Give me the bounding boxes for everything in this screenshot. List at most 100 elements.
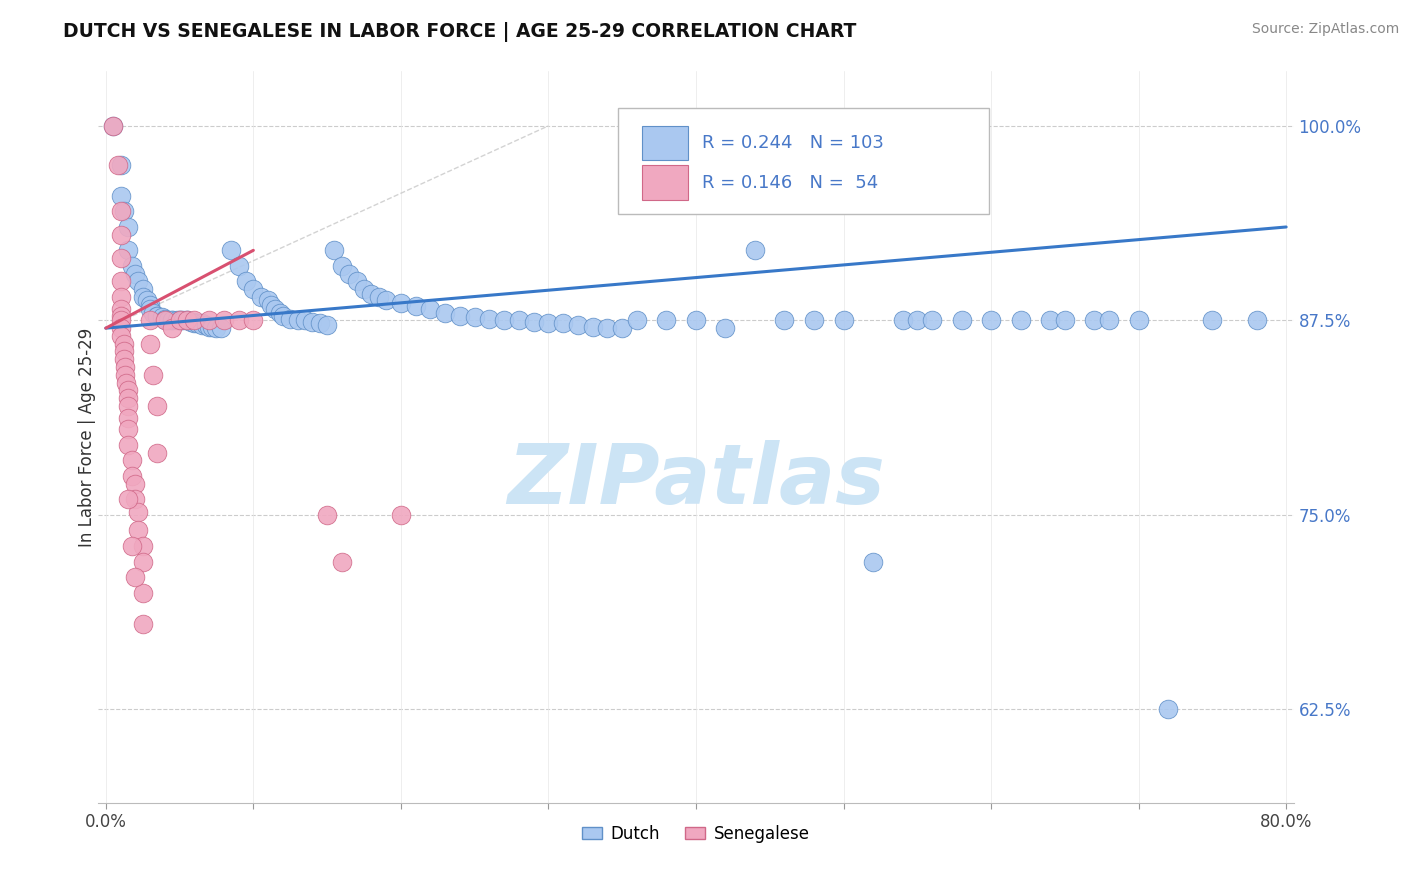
Point [219, 244, 242, 258]
Point [110, 321, 132, 335]
Point [176, 313, 198, 327]
Point [271, 309, 294, 323]
Text: R = 0.244   N = 103: R = 0.244 N = 103 [702, 134, 884, 153]
Point [150, 310, 173, 325]
Point [803, 313, 825, 327]
Point [117, 219, 139, 234]
Point [124, 570, 146, 584]
Point [146, 309, 169, 323]
Point [582, 319, 605, 334]
FancyBboxPatch shape [643, 126, 688, 161]
Point [153, 313, 176, 327]
Point [626, 313, 648, 327]
Point [146, 445, 169, 459]
Text: DUTCH VS SENEGALESE IN LABOR FORCE | AGE 25-29 CORRELATION CHART: DUTCH VS SENEGALESE IN LABOR FORCE | AGE… [63, 22, 856, 42]
Point [160, 313, 183, 327]
Point [115, 376, 138, 390]
Point [110, 275, 132, 289]
Point [169, 313, 191, 327]
Point [685, 313, 707, 327]
Point [212, 313, 235, 327]
Point [389, 296, 412, 310]
Point [127, 524, 149, 538]
Point [110, 158, 132, 172]
Point [596, 321, 619, 335]
Point [375, 293, 398, 307]
Point [1053, 313, 1076, 327]
Point [110, 227, 132, 242]
Point [832, 313, 855, 327]
Point [153, 313, 176, 327]
Point [1201, 313, 1223, 327]
Point [655, 313, 678, 327]
Point [389, 508, 412, 522]
Point [1083, 313, 1105, 327]
Point [180, 315, 202, 329]
Point [142, 305, 165, 319]
Point [146, 399, 169, 413]
Point [131, 282, 153, 296]
Point [117, 399, 139, 413]
Point [112, 204, 135, 219]
Point [360, 286, 382, 301]
Point [235, 275, 257, 289]
Point [142, 368, 165, 382]
Point [160, 313, 183, 327]
Point [308, 317, 330, 331]
Point [172, 313, 194, 327]
Point [117, 438, 139, 452]
Point [121, 259, 143, 273]
Point [160, 321, 183, 335]
Point [186, 317, 208, 331]
Point [110, 329, 132, 343]
Point [131, 585, 153, 599]
Point [190, 318, 212, 332]
Point [1128, 313, 1150, 327]
Point [249, 290, 271, 304]
Point [127, 275, 149, 289]
Point [257, 293, 280, 307]
Point [127, 505, 149, 519]
Point [110, 204, 132, 219]
Point [124, 267, 146, 281]
Point [316, 508, 339, 522]
Point [714, 321, 737, 335]
Point [301, 315, 323, 329]
Point [862, 555, 884, 569]
Point [205, 321, 228, 335]
Point [269, 305, 291, 319]
Point [209, 321, 232, 335]
Point [612, 321, 634, 335]
Point [508, 313, 530, 327]
Point [153, 311, 176, 326]
Point [337, 267, 360, 281]
Point [183, 317, 205, 331]
Point [242, 313, 264, 327]
Point [567, 318, 589, 332]
Point [121, 539, 143, 553]
Point [176, 313, 198, 327]
Point [166, 313, 188, 327]
Point [114, 368, 136, 382]
Point [419, 302, 441, 317]
Point [494, 313, 516, 327]
Point [110, 290, 132, 304]
Point [121, 469, 143, 483]
Point [183, 315, 205, 329]
Point [124, 492, 146, 507]
Point [114, 359, 136, 374]
Point [139, 313, 162, 327]
Point [278, 311, 301, 326]
Point [195, 318, 218, 332]
Point [101, 119, 124, 133]
Point [112, 344, 135, 359]
Point [905, 313, 928, 327]
Point [228, 313, 250, 327]
Point [110, 313, 132, 327]
Point [101, 119, 124, 133]
Point [553, 317, 575, 331]
Point [744, 244, 766, 258]
Y-axis label: In Labor Force | Age 25-29: In Labor Force | Age 25-29 [79, 327, 96, 547]
Point [110, 189, 132, 203]
Point [139, 302, 162, 317]
